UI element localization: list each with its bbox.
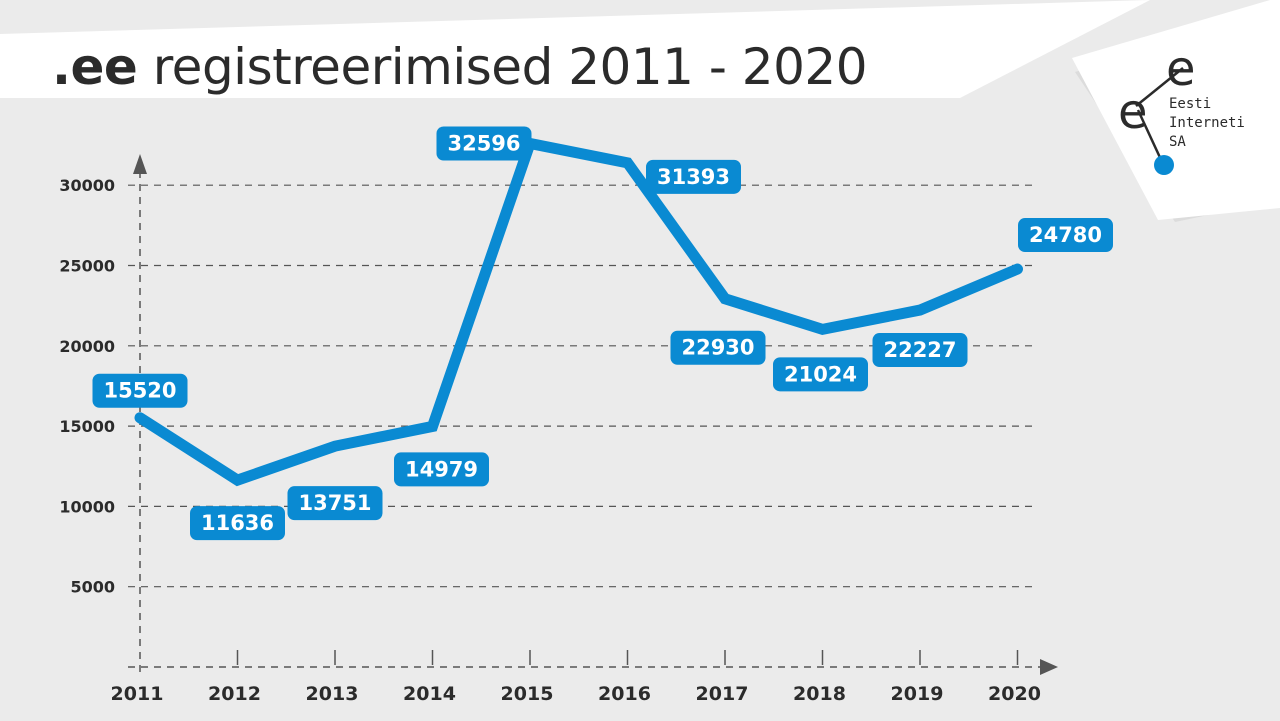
data-label-2020: 24780 (1029, 223, 1102, 247)
series-line (134, 137, 1023, 487)
logo-line-sa: SA (1169, 134, 1186, 150)
x-tick-label-2019: 2019 (891, 683, 944, 705)
x-tick-label-2014: 2014 (403, 683, 456, 705)
logo-line-eesti: Eesti (1169, 96, 1212, 112)
y-tick-label-10000: 10000 (59, 497, 115, 516)
data-label-box-2019 (872, 333, 968, 368)
y-tick-label-20000: 20000 (59, 337, 115, 356)
logo-line-interneti: Interneti (1169, 115, 1245, 131)
logo-letter-e-bottom: e (1118, 84, 1148, 140)
data-label-2012: 11636 (201, 511, 274, 535)
data-label-box-2015 (436, 126, 532, 161)
logo-letter-e-top: e (1166, 41, 1196, 97)
data-label-box-2018 (773, 357, 868, 392)
x-tick-label-2016: 2016 (598, 683, 651, 705)
x-axis-arrow-icon (1040, 659, 1058, 675)
y-tick-label-15000: 15000 (59, 417, 115, 436)
y-tick-label-30000: 30000 (59, 176, 115, 195)
x-tick-label-2018: 2018 (793, 683, 846, 705)
data-label-box-2013 (287, 486, 383, 521)
x-tick-label-2013: 2013 (306, 683, 359, 705)
y-tick-label-25000: 25000 (59, 257, 115, 276)
data-label-2015: 32596 (447, 132, 520, 156)
series-line-group (134, 137, 1023, 487)
data-label-2014: 14979 (405, 457, 478, 481)
data-label-2019: 22227 (883, 338, 956, 362)
y-tick-label-5000: 5000 (70, 578, 115, 597)
data-label-2017: 22930 (681, 336, 754, 360)
x-tick-label-2011: 2011 (111, 683, 164, 705)
data-label-box-2014 (394, 452, 489, 487)
x-tick-label-2017: 2017 (696, 683, 749, 705)
logo-text: Eesti Interneti SA (1169, 95, 1245, 152)
logo-card (1072, 0, 1280, 220)
page-title: .ee registreerimised 2011 - 2020 (52, 38, 868, 96)
logo-connector-line-2 (1136, 109, 1165, 165)
data-label-2011: 15520 (103, 379, 176, 403)
x-tick-label-2020: 2020 (988, 683, 1041, 705)
data-label-2018: 21024 (784, 362, 857, 386)
logo-connector-line (1135, 67, 1184, 107)
data-labels: 15520 11636 13751 14979 32596 31393 22930 21024… (92, 126, 1113, 541)
logo-dot-icon (1154, 155, 1174, 175)
title-banner (0, 0, 1150, 98)
data-label-box-2016 (646, 159, 741, 194)
data-label-2016: 31393 (657, 165, 730, 189)
x-tick-label-2015: 2015 (501, 683, 554, 705)
data-label-box-2012 (190, 506, 285, 541)
data-label-box-2020 (1018, 218, 1113, 253)
data-label-2013: 13751 (298, 491, 371, 515)
x-tick-label-2012: 2012 (208, 683, 261, 705)
data-label-box-2017 (670, 330, 766, 365)
title-strong: .ee (52, 38, 138, 96)
y-axis-arrow-icon (133, 154, 147, 174)
data-label-box-2011 (92, 373, 188, 408)
axes: 2011 2012 2013 2014 2015 2016 2017 2018 2019 2020 (111, 154, 1058, 705)
title-rest: registreerimised 2011 - 2020 (137, 38, 868, 96)
